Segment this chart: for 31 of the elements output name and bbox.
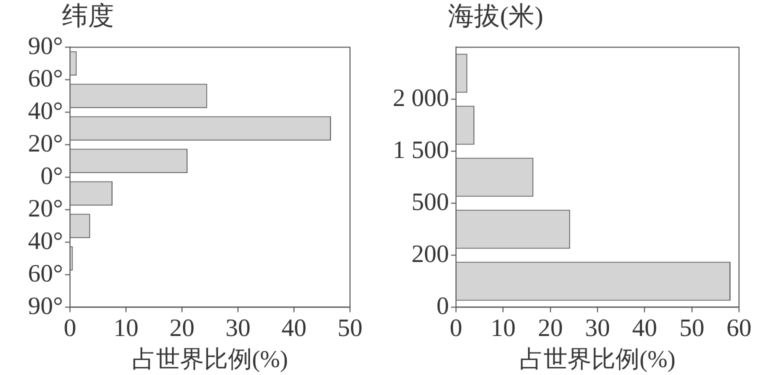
chart-title: 海拔(米) (448, 1, 544, 30)
text: 90° (28, 32, 63, 60)
text: 0 (436, 292, 449, 320)
x-tick-label: 30 (585, 314, 610, 342)
text: 60° (28, 260, 63, 288)
x-tick-label: 40 (282, 314, 306, 342)
x-tick-label: 0 (64, 314, 76, 342)
text: 0° (40, 162, 63, 190)
x-tick-label: 40 (632, 314, 658, 342)
x-tick-label: 10 (114, 314, 138, 342)
x-tick-label: 60 (726, 314, 752, 342)
chart-title: 纬度 (62, 1, 114, 30)
text: 40° (28, 228, 63, 255)
x-tick-label: 30 (226, 314, 250, 342)
text: 20° (28, 130, 63, 158)
text: 500 (412, 188, 449, 216)
text: 60° (28, 65, 63, 92)
text: 1 500 (392, 136, 449, 164)
text: 200 (412, 240, 449, 268)
text: 20° (28, 195, 63, 222)
x-tick-label: 10 (490, 314, 516, 342)
text: 2 000 (392, 84, 449, 112)
x-tick-label: 20 (538, 314, 563, 342)
text: 90° (28, 292, 63, 320)
x-axis-title: 占世界比例(%) (132, 346, 288, 373)
x-tick-label: 20 (170, 314, 194, 342)
x-tick-label: 50 (338, 314, 362, 342)
text: 40° (28, 98, 63, 125)
x-tick-label: 0 (450, 314, 462, 342)
x-tick-label: 50 (679, 314, 704, 342)
x-axis-title: 占世界比例(%) (520, 346, 676, 373)
